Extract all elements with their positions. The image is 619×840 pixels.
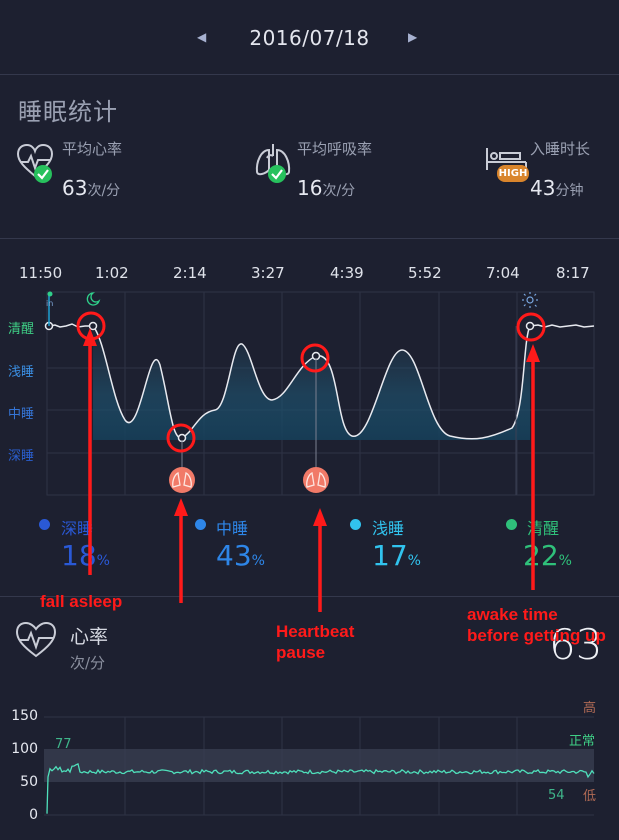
heart-rate-title: 心率 xyxy=(70,626,109,648)
time-label: 11:50 xyxy=(19,264,63,282)
level-label-medium: 中睡 xyxy=(8,407,35,422)
heart-rate-chart xyxy=(44,716,595,816)
value: 43 xyxy=(216,539,252,572)
annotation-circle xyxy=(300,343,330,373)
max-label: 77 xyxy=(55,737,72,752)
check-icon xyxy=(34,165,52,183)
value: 63 xyxy=(62,176,88,200)
value: 22 xyxy=(523,539,559,572)
normal-band xyxy=(44,749,594,782)
value: 17 xyxy=(372,539,408,572)
awake-line-end xyxy=(529,324,595,328)
in-bed-icon: in xyxy=(46,291,53,308)
annotation-circle xyxy=(166,423,196,453)
level-high: 高 xyxy=(583,701,597,716)
breath-event-icon xyxy=(303,467,329,493)
heart-rate-unit: 次/分 xyxy=(70,654,106,672)
sun-icon xyxy=(522,292,538,308)
breath-event-icon xyxy=(169,467,195,493)
avg-breath-rate-label: 平均呼吸率 xyxy=(297,140,373,158)
sleep-chart: in xyxy=(44,291,595,496)
annotation-circle xyxy=(516,312,546,342)
legend-dot-light xyxy=(350,519,361,530)
unit: 次/分 xyxy=(87,183,121,199)
level-normal: 正常 xyxy=(569,734,596,749)
y-tick: 100 xyxy=(11,741,38,757)
hr-line xyxy=(46,762,595,814)
svg-text:in: in xyxy=(46,299,53,308)
value: 43 xyxy=(530,176,556,200)
divider xyxy=(0,74,619,75)
avg-heart-rate-value: 63次/分 xyxy=(62,176,120,200)
section-title: 睡眠统计 xyxy=(18,98,118,126)
check-icon xyxy=(268,165,286,183)
annotation-awake-time: awake time before getting up xyxy=(467,605,606,645)
legend-value-light: 17% xyxy=(372,539,421,572)
time-label: 8:17 xyxy=(556,264,590,282)
pct: % xyxy=(251,553,265,569)
high-badge: HIGH xyxy=(497,165,529,182)
prev-day-button[interactable]: ◀ xyxy=(197,30,207,44)
level-low: 低 xyxy=(583,789,597,804)
time-label: 5:52 xyxy=(408,264,442,282)
level-label-deep: 深睡 xyxy=(8,449,35,464)
sleep-latency-label: 入睡时长 xyxy=(530,140,591,158)
level-label-awake: 清醒 xyxy=(8,322,35,337)
heart-icon xyxy=(14,620,58,660)
y-tick: 0 xyxy=(29,807,38,823)
curve-marker xyxy=(525,321,535,331)
legend-value-medium: 43% xyxy=(216,539,265,572)
next-day-button[interactable]: ▶ xyxy=(408,30,418,44)
legend-dot-awake xyxy=(506,519,517,530)
legend-name-medium: 中睡 xyxy=(216,519,249,538)
value: 18 xyxy=(61,539,97,572)
legend-dot-deep xyxy=(39,519,50,530)
divider xyxy=(0,238,619,239)
legend-dot-medium xyxy=(195,519,206,530)
y-tick: 50 xyxy=(20,774,38,790)
time-label: 1:02 xyxy=(95,264,129,282)
legend-value-deep: 18% xyxy=(61,539,110,572)
annotation-fall-asleep: fall asleep xyxy=(40,592,123,611)
time-label: 4:39 xyxy=(330,264,364,282)
sleep-latency-value: 43分钟 xyxy=(530,176,583,200)
heart-rate-big-value: 63 xyxy=(549,620,603,669)
bed-icon xyxy=(484,142,530,176)
sleep-curve xyxy=(92,325,531,440)
min-label: 54 xyxy=(548,788,565,803)
divider xyxy=(0,596,619,597)
legend-value-awake: 22% xyxy=(523,539,572,572)
unit: 分钟 xyxy=(555,183,584,199)
time-label: 7:04 xyxy=(486,264,520,282)
time-label: 3:27 xyxy=(251,264,285,282)
avg-heart-rate-label: 平均心率 xyxy=(62,140,123,158)
heart-rate-icon xyxy=(16,142,58,184)
legend-name-awake: 清醒 xyxy=(527,519,560,538)
y-tick: 150 xyxy=(11,708,38,724)
moon-icon xyxy=(86,292,101,306)
legend-name-deep: 深睡 xyxy=(61,519,94,538)
pct: % xyxy=(558,553,572,569)
unit: 次/分 xyxy=(322,183,356,199)
curve-marker xyxy=(88,321,98,331)
value: 16 xyxy=(297,176,323,200)
legend-name-light: 浅睡 xyxy=(372,519,405,538)
level-label-light: 浅睡 xyxy=(8,365,35,380)
avg-breath-rate-value: 16次/分 xyxy=(297,176,355,200)
time-label: 2:14 xyxy=(173,264,207,282)
annotation-heartbeat-pause: Heartbeat pause xyxy=(276,622,355,662)
pct: % xyxy=(96,553,110,569)
awake-line-start xyxy=(48,323,93,328)
pct: % xyxy=(407,553,421,569)
date-label: 2016/07/18 xyxy=(249,26,370,50)
sleep-area xyxy=(93,326,530,440)
